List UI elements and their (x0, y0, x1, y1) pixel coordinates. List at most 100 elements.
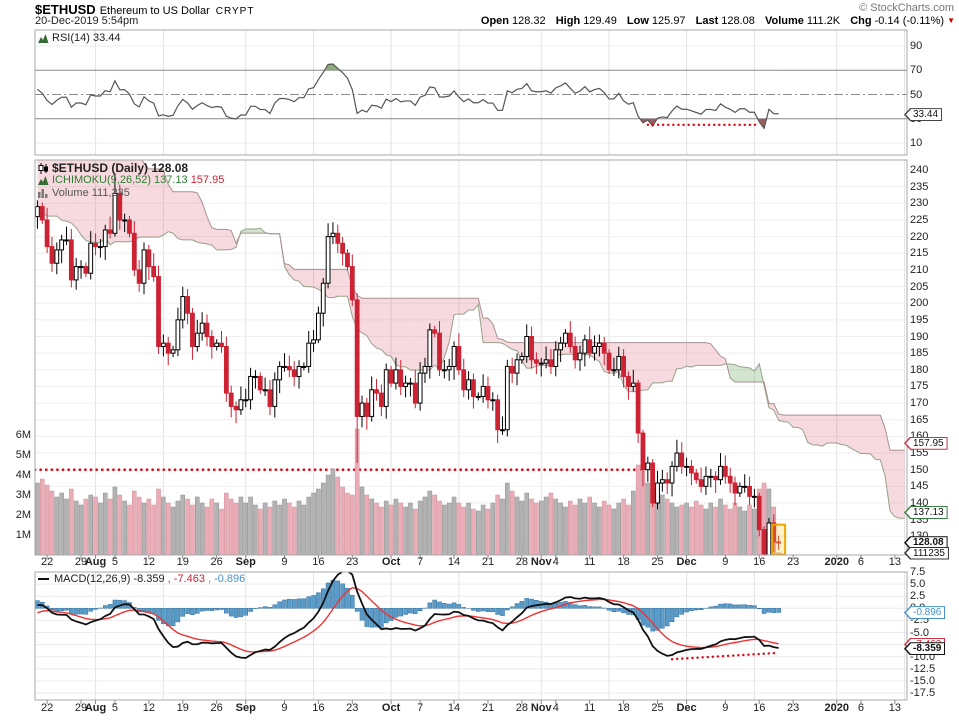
macd-histogram-bar (408, 608, 413, 614)
macd-histogram-bar (316, 592, 321, 609)
candle-body (495, 399, 501, 431)
candle-body (88, 242, 94, 274)
candle-body (611, 369, 617, 372)
ichimoku-cloud-segment (647, 342, 653, 390)
ichimoku-cloud-segment (177, 191, 183, 240)
volume-bar (403, 506, 408, 555)
volume-bar (277, 504, 282, 555)
macd-histogram-bar (257, 607, 263, 609)
ichimoku-cloud-segment (502, 339, 508, 347)
macd-histogram-bar (267, 606, 273, 609)
candle-body (461, 369, 467, 391)
macd-histogram-bar (475, 608, 481, 612)
ichimoku-cloud-segment (754, 363, 760, 383)
volume-bar (296, 500, 302, 555)
ichimoku-cloud-segment (836, 415, 842, 445)
volume-bar (359, 486, 365, 555)
volume-bar (451, 496, 457, 555)
volume-bar (69, 488, 74, 555)
ichimoku-cloud-segment (662, 342, 668, 383)
ichimoku-cloud-segment (715, 349, 721, 366)
ichimoku-cloud-segment (153, 168, 159, 238)
candle-body (267, 389, 273, 407)
macd-histogram-bar (708, 606, 714, 609)
volume-bars-icon (38, 189, 48, 198)
ichimoku-cloud-segment (231, 230, 237, 250)
candle-body (369, 389, 375, 417)
candle-body (190, 312, 195, 347)
volume-bar (325, 474, 331, 555)
ichimoku-cloud-segment (400, 298, 406, 367)
ichimoku-cloud-segment (134, 160, 140, 241)
macd-histogram-bar (354, 608, 360, 612)
macd-histogram-bar (655, 608, 660, 631)
candle-body (131, 232, 137, 271)
ichimoku-cloud-segment (187, 191, 193, 240)
volume-bar (350, 494, 355, 555)
candle-body (650, 462, 656, 504)
macd-histogram-bar (243, 608, 249, 616)
macd-histogram-bar (102, 605, 108, 609)
rsi-line (37, 63, 779, 130)
macd-histogram-bar (54, 608, 60, 612)
ichimoku-cloud-segment (487, 318, 493, 343)
volume-value: 111.2K (806, 15, 841, 27)
ichimoku-cloud-segment (894, 450, 900, 519)
macd-legend: MACD(12,26,9) -8.359 , -7.463 , -0.896 (38, 573, 245, 585)
volume-bar (180, 494, 186, 555)
ichimoku-cloud-segment (444, 298, 450, 358)
macd-signal-line (37, 587, 779, 653)
ichimoku-cloud-segment (148, 168, 154, 238)
open-label: Open (480, 15, 510, 27)
candle-body (39, 206, 45, 221)
candle-body (78, 266, 84, 269)
macd-histogram-bar (282, 599, 287, 609)
candle-body (601, 342, 607, 354)
ichimoku-cloud-segment (473, 298, 479, 311)
panel-border (34, 159, 908, 556)
candle-body (286, 365, 292, 371)
macd-histogram-bar (262, 606, 268, 609)
macd-histogram-bar (509, 606, 515, 609)
volume-bar (708, 502, 714, 555)
macd-histogram-bar (771, 608, 777, 613)
volume-bar (44, 484, 50, 555)
macd-histogram-bar (698, 608, 704, 610)
candle-body (635, 382, 641, 434)
volume-bar (228, 498, 234, 555)
macd-histogram-bar (146, 608, 152, 613)
candle-body (592, 345, 597, 354)
macd-histogram-bar (413, 608, 418, 614)
candle-body (364, 402, 370, 417)
ichimoku-cloud-segment (807, 415, 813, 445)
candle-body (693, 472, 699, 481)
volume-bar (146, 498, 152, 555)
volume-bar (330, 468, 336, 555)
macd-histogram-bar (190, 608, 195, 615)
macd-histogram-bar (572, 604, 578, 609)
macd-histogram-bar (451, 602, 457, 609)
volume-bar (427, 490, 433, 555)
candle-body (146, 249, 152, 268)
candle-body (422, 365, 428, 374)
candle-body (689, 465, 694, 474)
volume-bar (267, 506, 273, 555)
rsi-plot (35, 30, 907, 155)
volume-bar (432, 494, 437, 555)
macd-histogram-bar (233, 608, 239, 618)
candle-body (417, 372, 423, 404)
chart-header: $ETHUSD Ethereum to US Dollar CRYPT © Stoc… (0, 0, 959, 30)
volume-bar (698, 504, 704, 555)
volume-bar (417, 500, 423, 555)
candle-body (534, 359, 539, 364)
ichimoku-cloud-segment (652, 342, 658, 383)
volume-bar (204, 506, 210, 555)
last-label: Last (695, 15, 719, 27)
ichimoku-span-b-line (141, 160, 905, 451)
symbol: $ETHUSD (35, 2, 96, 17)
ichimoku-cloud-segment (831, 415, 837, 443)
volume-bar (335, 476, 341, 555)
macd-histogram-bar (674, 608, 680, 618)
ichimoku-cloud-segment (76, 160, 82, 235)
